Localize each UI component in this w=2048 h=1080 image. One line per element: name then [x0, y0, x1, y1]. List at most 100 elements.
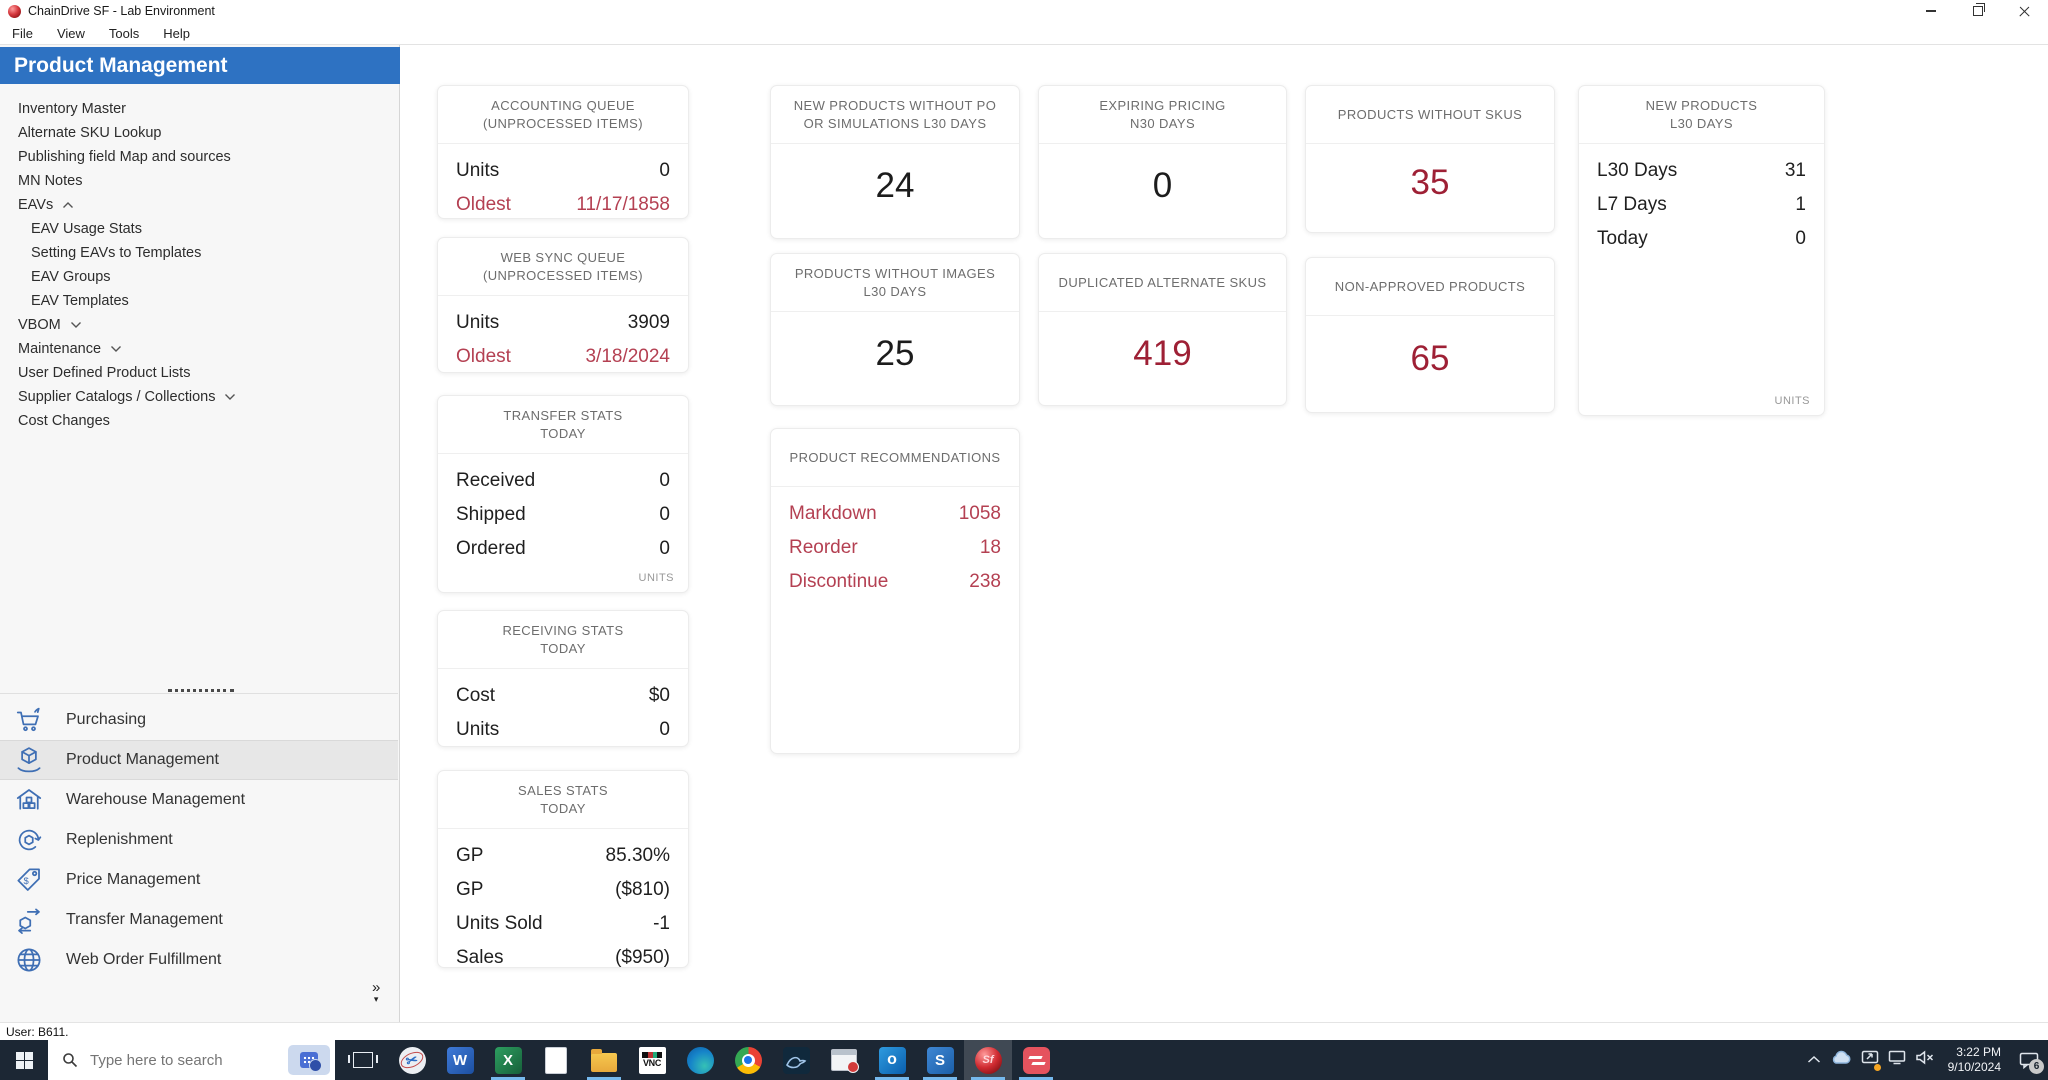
minimize-button[interactable] — [1907, 0, 1954, 22]
sidebar-item-publishing-field-map[interactable]: Publishing field Map and sources — [0, 145, 398, 169]
taskbar-outlook-button[interactable]: o — [868, 1040, 916, 1080]
volume-muted-icon[interactable] — [1915, 1050, 1935, 1070]
card-receiving-stats[interactable]: RECEIVING STATS TODAY Cost $0 Units 0 — [437, 610, 689, 747]
mysql-dolphin-icon — [782, 1046, 810, 1074]
sidebar-splitter-handle[interactable] — [168, 689, 234, 692]
taskbar-file-explorer-button[interactable] — [580, 1040, 628, 1080]
card-title: PRODUCT RECOMMENDATIONS — [771, 429, 1019, 487]
card-title: TRANSFER STATS TODAY — [438, 396, 688, 454]
card-products-without-skus[interactable]: PRODUCTS WITHOUT SKUS 35 — [1305, 85, 1555, 233]
sidebar-item-vbom[interactable]: VBOM — [0, 313, 398, 337]
restore-button[interactable] — [1954, 0, 2001, 22]
price-tag-icon: $ — [12, 865, 46, 895]
sidebar-item-setting-eavs-to-templates[interactable]: Setting EAVs to Templates — [0, 241, 398, 265]
card-products-without-images[interactable]: PRODUCTS WITHOUT IMAGES L30 DAYS 25 — [770, 253, 1020, 406]
network-icon[interactable] — [1888, 1050, 1906, 1070]
sidebar-overflow-button[interactable]: » ▾ — [372, 980, 380, 1004]
taskbar-chaindrive-button[interactable]: Sf — [964, 1040, 1012, 1080]
stat-row: L30 Days 31 — [1597, 160, 1806, 181]
card-new-products-l30[interactable]: NEW PRODUCTS L30 DAYS L30 Days 31 L7 Days 1… — [1578, 85, 1825, 416]
taskbar-search[interactable] — [48, 1040, 335, 1080]
card-new-products-without-po[interactable]: NEW PRODUCTS WITHOUT PO OR SIMULATIONS L3… — [770, 85, 1020, 239]
sidebar-item-label: EAV Usage Stats — [31, 221, 142, 237]
outlook-icon: o — [878, 1046, 906, 1074]
card-title: NEW PRODUCTS WITHOUT PO OR SIMULATIONS L3… — [771, 86, 1019, 144]
taskbar-vnc-button[interactable]: VNC — [628, 1040, 676, 1080]
menu-file[interactable]: File — [12, 25, 33, 41]
sidebar-item-maintenance[interactable]: Maintenance — [0, 337, 398, 361]
chaindrive-sphere-icon: Sf — [974, 1046, 1002, 1074]
card-non-approved-products[interactable]: NON-APPROVED PRODUCTS 65 — [1305, 257, 1555, 413]
card-title: WEB SYNC QUEUE (UNPROCESSED ITEMS) — [438, 238, 688, 296]
sidebar-splitter — [0, 693, 398, 694]
card-sales-stats[interactable]: SALES STATS TODAY GP 85.30% GP ($810) Units… — [437, 770, 689, 968]
tray-hidden-icons-button[interactable] — [1807, 1051, 1821, 1069]
s-app-icon: S — [926, 1046, 954, 1074]
sidebar-item-eavs[interactable]: EAVs — [0, 193, 398, 217]
taskbar-excel-button[interactable]: X — [484, 1040, 532, 1080]
module-replenishment[interactable]: Replenishment — [0, 820, 398, 860]
module-purchasing[interactable]: Purchasing — [0, 700, 398, 740]
taskbar-edge-button[interactable] — [676, 1040, 724, 1080]
stat-row: Oldest 11/17/1858 — [456, 194, 670, 215]
sidebar-item-eav-templates[interactable]: EAV Templates — [0, 289, 398, 313]
notepad-icon — [543, 1046, 570, 1074]
sidebar-item-eav-usage-stats[interactable]: EAV Usage Stats — [0, 217, 398, 241]
taskbar-s-app-button[interactable]: S — [916, 1040, 964, 1080]
sidebar-item-alternate-sku-lookup[interactable]: Alternate SKU Lookup — [0, 121, 398, 145]
sidebar-item-mn-notes[interactable]: MN Notes — [0, 169, 398, 193]
stat-row: Received 0 — [456, 470, 670, 491]
sidebar-item-label: EAV Groups — [31, 269, 111, 285]
sidebar-item-cost-changes[interactable]: Cost Changes — [0, 409, 398, 433]
stat-row: Shipped 0 — [456, 504, 670, 525]
taskbar-apps: ✂ W X VNC o S Sf — [388, 1040, 1060, 1080]
search-highlight-button[interactable] — [288, 1045, 330, 1075]
card-transfer-stats[interactable]: TRANSFER STATS TODAY Received 0 Shipped 0 O… — [437, 395, 689, 593]
sidebar-item-eav-groups[interactable]: EAV Groups — [0, 265, 398, 289]
menu-view[interactable]: View — [56, 25, 85, 41]
module-label: Replenishment — [66, 831, 173, 848]
taskbar-chrome-button[interactable] — [724, 1040, 772, 1080]
module-price-management[interactable]: $ Price Management — [0, 860, 398, 900]
close-button[interactable] — [2001, 0, 2048, 22]
menu-tools[interactable]: Tools — [108, 25, 140, 41]
notification-center-button[interactable]: 6 — [2014, 1040, 2044, 1080]
card-title: PRODUCTS WITHOUT SKUS — [1306, 86, 1554, 144]
module-label: Transfer Management — [66, 911, 223, 928]
module-label: Product Management — [66, 751, 219, 768]
sidebar-item-supplier-catalogs[interactable]: Supplier Catalogs / Collections — [0, 385, 398, 409]
chevron-up-icon — [63, 202, 74, 208]
task-view-button[interactable] — [340, 1040, 386, 1080]
svg-text:$: $ — [24, 876, 30, 886]
clock-date: 9/10/2024 — [1947, 1060, 2001, 1074]
module-label: Warehouse Management — [66, 791, 246, 808]
taskbar-word-button[interactable]: W — [436, 1040, 484, 1080]
warehouse-icon — [12, 785, 46, 815]
taskbar-clock[interactable]: 3:22 PM 9/10/2024 — [1944, 1045, 2005, 1075]
task-view-icon — [348, 1052, 378, 1068]
taskbar-mysql-button[interactable] — [772, 1040, 820, 1080]
card-product-recommendations[interactable]: PRODUCT RECOMMENDATIONS Markdown 1058 Reo… — [770, 428, 1020, 754]
taskbar-snipping-tool-button[interactable]: ✂ — [388, 1040, 436, 1080]
module-product-management[interactable]: Product Management — [0, 740, 398, 780]
remote-desktop-icon[interactable] — [1861, 1050, 1881, 1071]
red-app-icon — [1022, 1046, 1050, 1074]
taskbar-red-app-button[interactable] — [1012, 1040, 1060, 1080]
start-button[interactable] — [0, 1040, 48, 1080]
sidebar-item-user-defined-product-lists[interactable]: User Defined Product Lists — [0, 361, 398, 385]
card-duplicated-alternate-skus[interactable]: DUPLICATED ALTERNATE SKUS 419 — [1038, 253, 1287, 406]
chevron-down-icon — [225, 394, 236, 400]
search-input[interactable] — [88, 1050, 262, 1070]
onedrive-cloud-icon[interactable] — [1830, 1050, 1852, 1070]
sidebar-item-inventory-master[interactable]: Inventory Master — [0, 97, 398, 121]
module-warehouse-management[interactable]: Warehouse Management — [0, 780, 398, 820]
card-expiring-pricing[interactable]: EXPIRING PRICING N30 DAYS 0 — [1038, 85, 1287, 239]
card-web-sync-queue[interactable]: WEB SYNC QUEUE (UNPROCESSED ITEMS) Units 3… — [437, 237, 689, 373]
taskbar-notepad-button[interactable] — [532, 1040, 580, 1080]
taskbar-greenshot-button[interactable] — [820, 1040, 868, 1080]
module-web-order-fulfillment[interactable]: Web Order Fulfillment — [0, 940, 398, 980]
card-accounting-queue[interactable]: ACCOUNTING QUEUE (UNPROCESSED ITEMS) Unit… — [437, 85, 689, 219]
module-label: Price Management — [66, 871, 201, 888]
module-transfer-management[interactable]: Transfer Management — [0, 900, 398, 940]
menu-help[interactable]: Help — [163, 25, 191, 41]
